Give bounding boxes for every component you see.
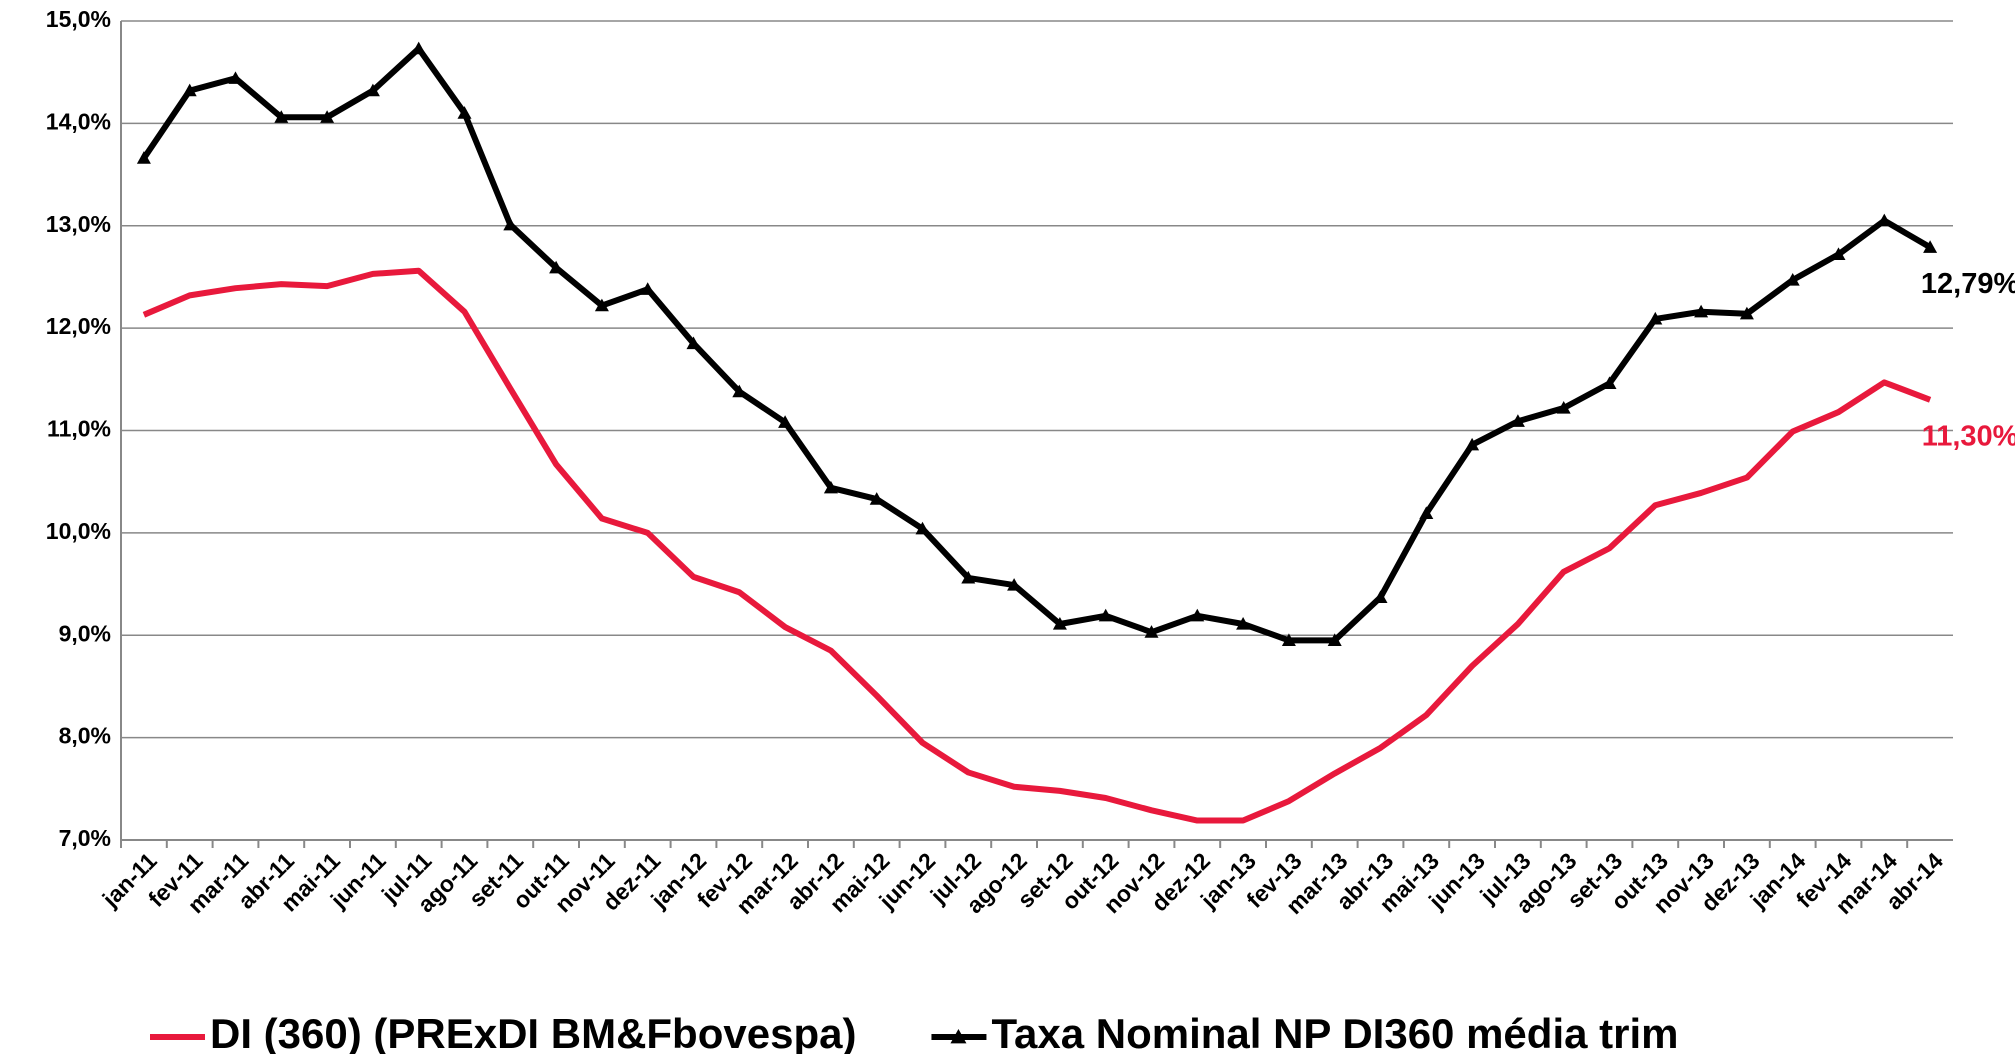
point-marker [1236, 616, 1251, 630]
point-marker [961, 570, 976, 584]
point-marker [1694, 304, 1709, 318]
point-marker [1739, 306, 1754, 320]
point-marker [915, 521, 930, 535]
data-label: 11,30% [1922, 420, 2015, 452]
y-tick-label: 7,0% [59, 825, 111, 851]
point-marker [1281, 633, 1296, 646]
point-marker [823, 480, 838, 494]
y-tick-label: 8,0% [59, 723, 111, 749]
point-marker [1510, 414, 1525, 427]
point-marker [1602, 376, 1617, 390]
y-tick-label: 12,0% [46, 313, 111, 339]
point-marker [1098, 608, 1113, 622]
point-marker [1785, 273, 1800, 286]
point-marker [1419, 506, 1434, 520]
point-marker [1052, 616, 1067, 630]
legend-marker [950, 1029, 967, 1044]
point-marker [549, 260, 564, 274]
y-tick-label: 15,0% [46, 6, 111, 32]
point-marker [1923, 240, 1938, 253]
point-marker [274, 110, 289, 123]
point-marker [1144, 625, 1159, 638]
point-marker [686, 336, 701, 350]
point-marker [136, 151, 151, 164]
point-marker [411, 41, 426, 55]
point-marker [1831, 247, 1846, 261]
point-marker [320, 110, 335, 123]
y-tick-label: 14,0% [46, 108, 111, 134]
point-marker [1877, 213, 1892, 227]
point-marker [1373, 590, 1388, 603]
y-tick-label: 10,0% [46, 518, 111, 544]
point-marker [182, 83, 197, 97]
point-marker [594, 298, 609, 312]
y-tick-label: 11,0% [47, 416, 111, 442]
legend-label: Taxa Nominal NP DI360 média trim [991, 1010, 1678, 1054]
point-marker [1190, 608, 1205, 622]
point-marker [1465, 437, 1480, 451]
legend-label: DI (360) (PRExDI BM&Fbovespa) [210, 1010, 856, 1054]
y-tick-label: 13,0% [46, 211, 111, 237]
data-label: 12,79% [1921, 268, 2015, 300]
point-marker [640, 282, 655, 295]
point-marker [1556, 400, 1571, 414]
point-marker [869, 492, 884, 505]
series-line [141, 45, 1932, 644]
point-marker [228, 71, 243, 84]
point-marker [503, 217, 518, 231]
y-tick-label: 9,0% [59, 620, 111, 646]
point-marker [732, 384, 747, 398]
point-marker [1648, 311, 1663, 325]
point-marker [778, 415, 793, 428]
series-line [142, 267, 1932, 824]
point-marker [1007, 578, 1022, 591]
point-marker [457, 106, 472, 119]
point-marker [1327, 633, 1342, 646]
point-marker [365, 83, 380, 97]
